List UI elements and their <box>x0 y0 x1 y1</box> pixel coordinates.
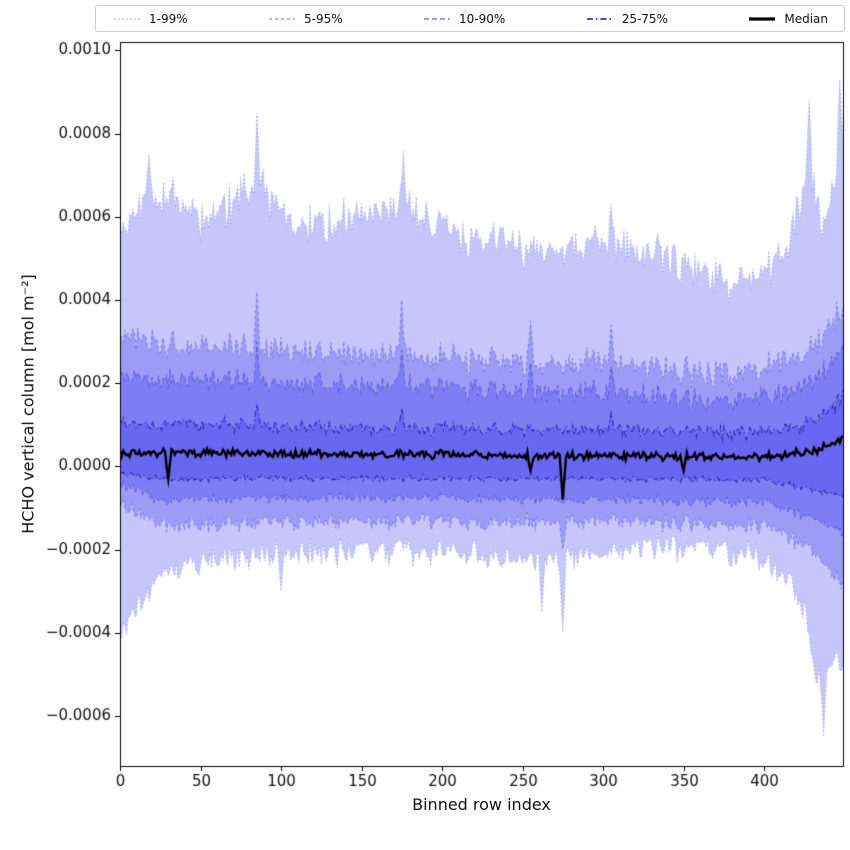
x-axis-label: Binned row index <box>412 795 551 814</box>
legend-label-25-75: 25-75% <box>621 11 668 26</box>
legend-label-10-90: 10-90% <box>459 11 506 26</box>
legend-sample-25-75 <box>586 17 613 20</box>
legend-label-1-99: 1-99% <box>149 11 188 26</box>
legend-entry-1-99: 1-99% <box>112 12 188 26</box>
legend-entry-25-75: 25-75% <box>585 12 668 26</box>
legend-sample-1-99 <box>114 17 140 20</box>
legend-label-median: Median <box>784 11 828 26</box>
legend-entry-5-95: 5-95% <box>267 12 343 26</box>
legend-entry-10-90: 10-90% <box>422 12 505 26</box>
legend-entry-median: Median <box>747 12 828 26</box>
legend-sample-5-95 <box>269 17 296 20</box>
y-axis-label: HCHO vertical column [mol m⁻²] <box>18 274 38 534</box>
legend-label-5-95: 5-95% <box>304 11 343 26</box>
legend-sample-median <box>749 16 776 21</box>
legend: 1-99% 5-95% 10-90% 25-75% Median <box>95 5 845 32</box>
legend-sample-10-90 <box>424 17 451 20</box>
